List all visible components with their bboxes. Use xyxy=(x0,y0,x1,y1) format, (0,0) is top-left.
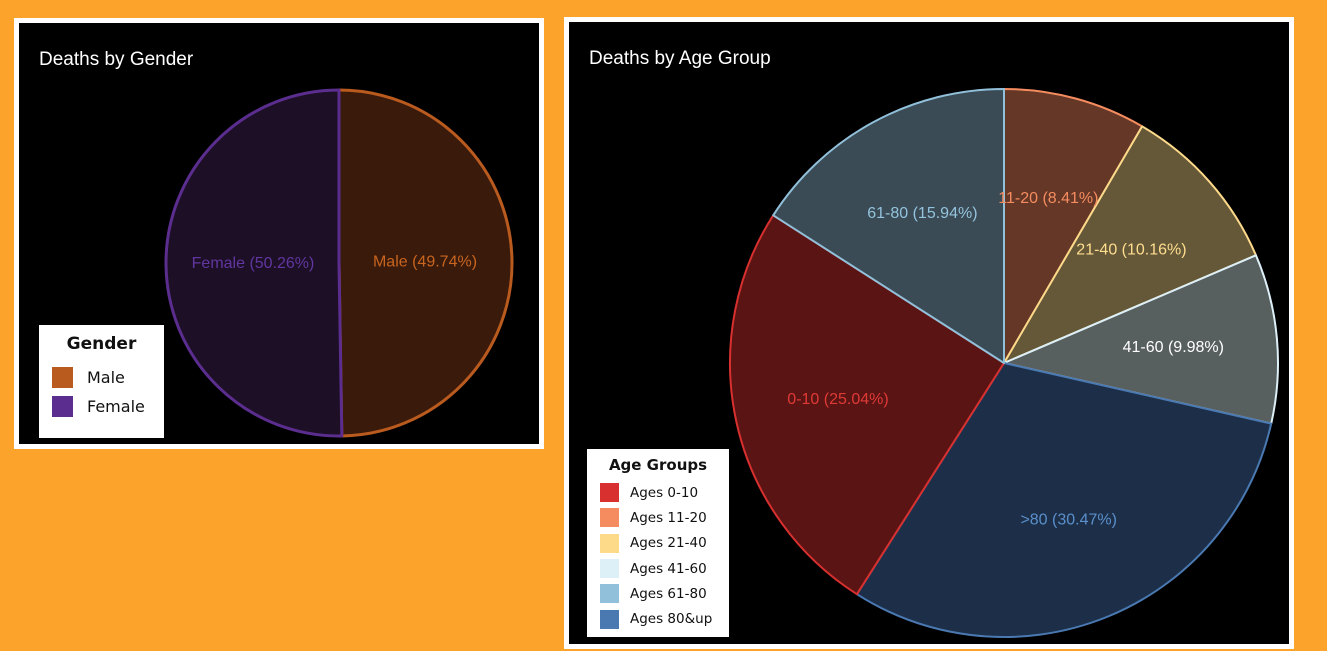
age-slice-ages-41-60 xyxy=(1003,254,1279,425)
age-legend-label-ages-21-40: Ages 21-40 xyxy=(630,535,707,552)
age-slice-ages-11-20 xyxy=(1003,88,1144,364)
gender-legend-label-male: Male xyxy=(87,368,125,387)
gender-legend-label-female: Female xyxy=(87,397,145,416)
age-legend-title: Age Groups xyxy=(608,456,708,474)
age-slice-label-ages-21-40: 21-40 (10.16%) xyxy=(1076,242,1186,259)
age-legend-swatch-ages-61-80 xyxy=(600,584,619,604)
age-legend-label-ages-11-20: Ages 11-20 xyxy=(630,509,707,526)
age-legend-item-ages-41-60: Ages 41-60 xyxy=(587,556,729,581)
age-legend-swatch-ages-11-20 xyxy=(600,508,619,528)
gender-legend-swatch-male xyxy=(52,367,73,388)
age-legend-label-ages-61-80: Ages 61-80 xyxy=(630,585,707,602)
age-legend-label-ages-80-up: Ages 80&up xyxy=(630,611,713,628)
gender-legend-title: Gender xyxy=(66,334,137,354)
gender-legend-items: Male Female xyxy=(39,363,164,421)
age-legend-label-ages-41-60: Ages 41-60 xyxy=(630,560,707,577)
gender-chart-title: Deaths by Gender xyxy=(39,49,194,70)
age-slice-label-ages-0-10: 0-10 (25.04%) xyxy=(787,391,888,408)
age-legend-item-ages-0-10: Ages 0-10 xyxy=(587,480,729,505)
age-legend-item-ages-80-up: Ages 80&up xyxy=(587,606,729,631)
age-slice-ages-21-40 xyxy=(1003,125,1257,364)
gender-pie-chart: Male (49.74%) Female (50.26%) xyxy=(164,88,514,438)
age-chart-panel: Deaths by Age Group 11-20 (8.41%) 21-40 (… xyxy=(564,17,1294,649)
gender-legend: Gender Male Female xyxy=(39,325,164,438)
age-slice-label-ages-11-20: 11-20 (8.41%) xyxy=(998,190,1098,207)
age-legend-item-ages-11-20: Ages 11-20 xyxy=(587,505,729,530)
age-slice-label-ages-41-60: 41-60 (9.98%) xyxy=(1123,339,1224,356)
age-legend-items: Ages 0-10 Ages 11-20 Ages 21-40 Ages 41-60 A… xyxy=(587,480,729,632)
age-legend-swatch-ages-80-up xyxy=(600,609,619,629)
age-slice-ages-61-80 xyxy=(772,88,1005,364)
age-chart-title: Deaths by Age Group xyxy=(589,48,771,69)
age-pie-chart: 11-20 (8.41%) 21-40 (10.16%) 41-60 (9.98%)… xyxy=(729,88,1279,638)
age-legend-swatch-ages-0-10 xyxy=(600,483,619,503)
age-legend: Age Groups Ages 0-10 Ages 11-20 Ages 21-40… xyxy=(587,449,729,637)
age-slice-label-ages-61-80: 61-80 (15.94%) xyxy=(867,205,977,222)
gender-slice-female xyxy=(164,88,344,438)
age-legend-swatch-ages-21-40 xyxy=(600,533,619,553)
gender-legend-item-male: Male xyxy=(39,363,164,392)
gender-legend-swatch-female xyxy=(52,396,73,417)
gender-slice-label-female: Female (50.26%) xyxy=(192,255,315,272)
age-slice-label-ages-80-up: >80 (30.47%) xyxy=(1020,511,1117,528)
age-legend-swatch-ages-41-60 xyxy=(600,559,619,579)
age-legend-label-ages-0-10: Ages 0-10 xyxy=(630,484,699,501)
gender-legend-item-female: Female xyxy=(39,392,164,421)
age-legend-item-ages-61-80: Ages 61-80 xyxy=(587,581,729,606)
gender-slice-male xyxy=(337,88,514,438)
gender-chart-panel: Deaths by Gender Male (49.74%) Female (50… xyxy=(14,18,544,449)
gender-slice-label-male: Male (49.74%) xyxy=(373,254,477,271)
age-legend-item-ages-21-40: Ages 21-40 xyxy=(587,531,729,556)
age-slice-ages-0-10 xyxy=(729,214,1005,596)
